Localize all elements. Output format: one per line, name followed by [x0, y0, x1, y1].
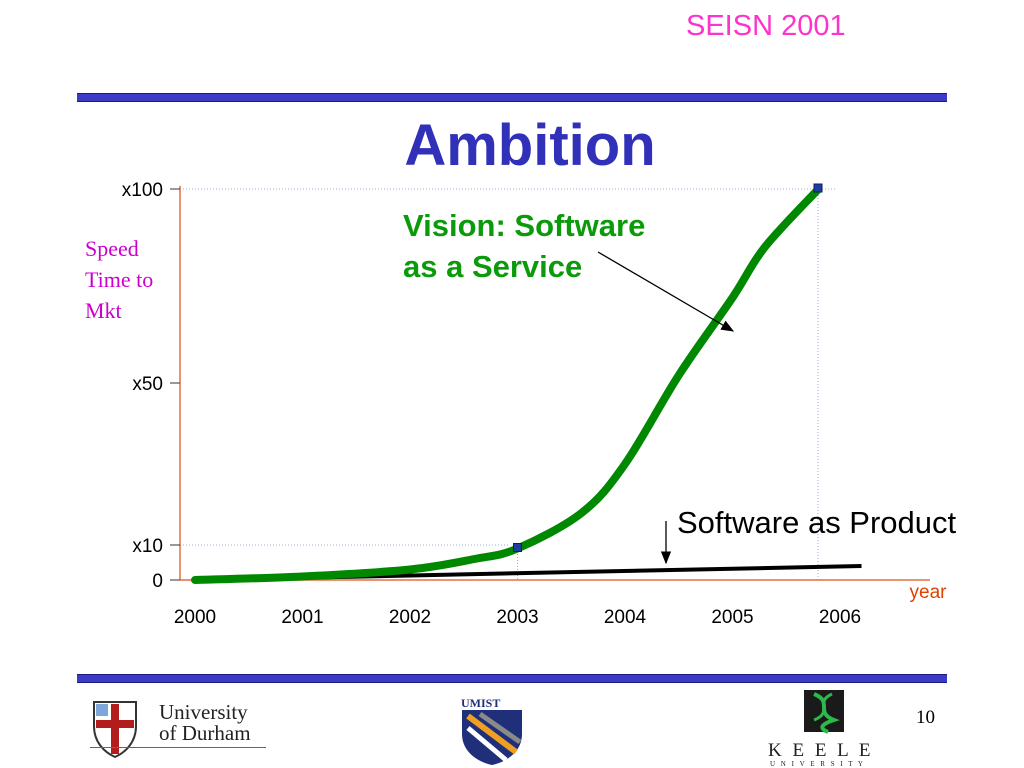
keele-dna-icon: [804, 690, 844, 734]
x-axis-label: year: [910, 582, 948, 603]
x-tick-label-1: 2001: [281, 607, 323, 628]
umist-logo: UMIST: [458, 696, 528, 766]
durham-crest-icon: [93, 701, 137, 758]
durham-logo-line-2: of Durham: [159, 721, 251, 745]
y-axis-label-line-1: Speed: [85, 236, 139, 261]
x-tick-label-0: 2000: [174, 607, 216, 628]
top-divider: [77, 93, 947, 102]
keele-logo: K E E L E U N I V E R S I T Y: [766, 690, 896, 768]
y-tick-label-3: x100: [122, 180, 163, 201]
keele-logo-text: K E E L E: [768, 740, 874, 761]
y-tick-label-0: 0: [152, 571, 163, 592]
slide-title: Ambition: [404, 113, 656, 178]
durham-logo: University of Durham: [90, 700, 280, 760]
x-tick-label-4: 2004: [604, 607, 647, 628]
x-tick-label-5: 2005: [711, 607, 753, 628]
y-tick-label-2: x50: [132, 374, 163, 395]
vision-arrow: [597, 251, 735, 332]
vision-annotation: Vision: Software as a Service: [403, 205, 673, 287]
conference-label: SEISN 2001: [686, 10, 846, 42]
x-tick-label-6: 2006: [819, 607, 861, 628]
umist-logo-text: UMIST: [461, 696, 501, 710]
page-number: 10: [916, 707, 935, 728]
x-tick-label-2: 2002: [389, 607, 431, 628]
product-annotation: Software as Product: [677, 505, 957, 540]
y-axis-label-line-3: Mkt: [85, 298, 122, 323]
keele-logo-subtext: U N I V E R S I T Y: [770, 760, 865, 768]
bottom-divider: [77, 674, 947, 683]
series-vision-saas: [191, 185, 823, 584]
y-tick-label-1: x10: [132, 536, 163, 557]
durham-logo-line-1: University: [159, 700, 248, 724]
umist-shield-icon: [462, 710, 522, 765]
data-marker-1: [813, 183, 823, 193]
data-marker-0: [513, 543, 522, 552]
x-tick-label-3: 2003: [496, 607, 538, 628]
vision-annotation-text: Vision: Software as a Service: [403, 208, 646, 284]
y-axis-label-line-2: Time to: [85, 267, 154, 292]
